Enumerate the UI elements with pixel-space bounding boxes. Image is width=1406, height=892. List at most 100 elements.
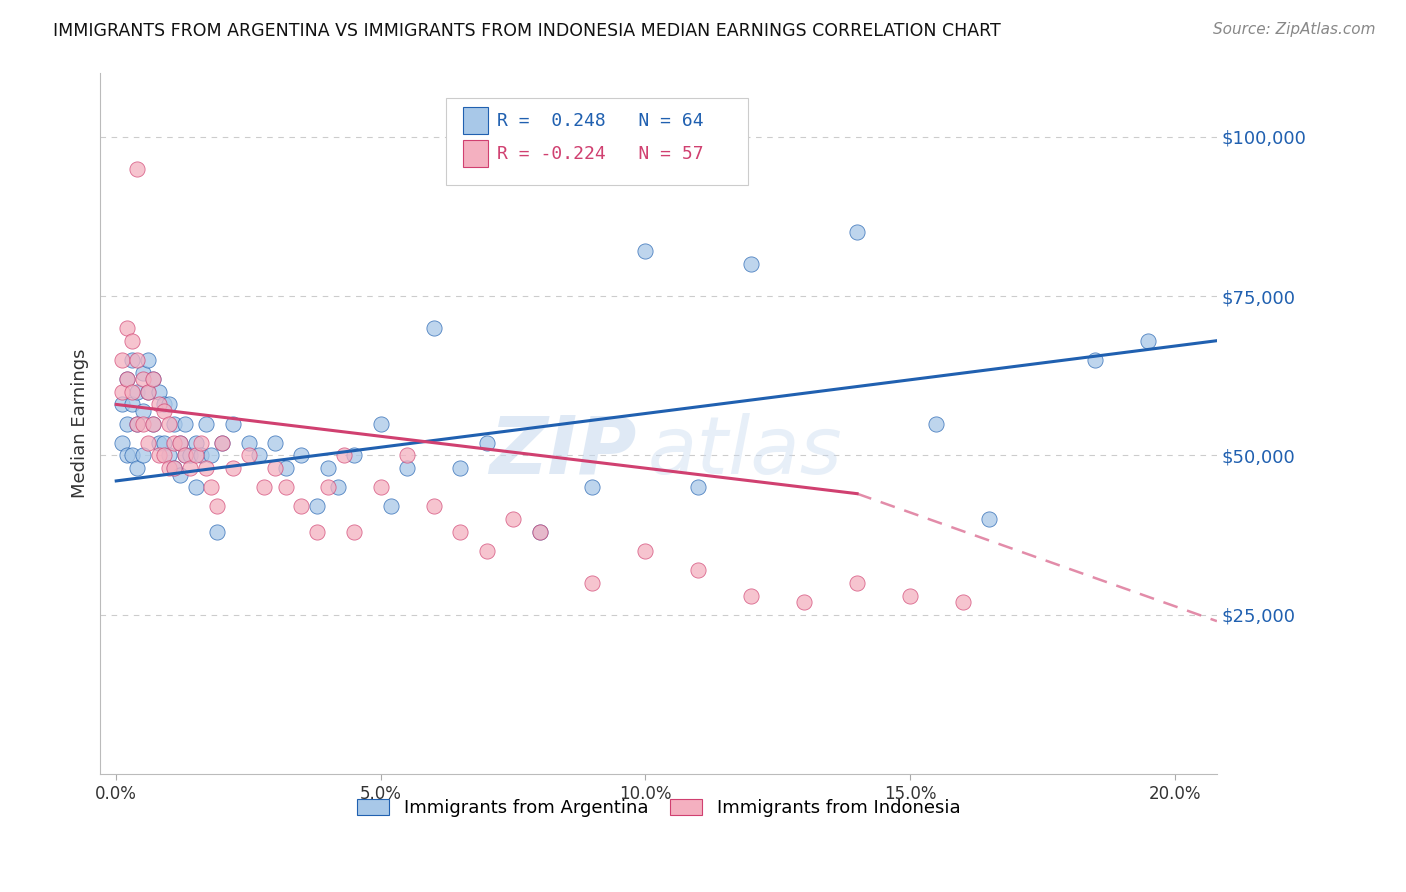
Point — [121, 352, 143, 367]
Bar — [463, 107, 488, 134]
Text: atlas: atlas — [647, 413, 842, 491]
Point — [121, 334, 143, 348]
Point — [163, 417, 186, 431]
Point — [925, 417, 948, 431]
Point — [148, 435, 170, 450]
Point — [238, 435, 260, 450]
Point — [174, 449, 197, 463]
Point — [274, 480, 297, 494]
Point — [449, 461, 471, 475]
Point — [157, 417, 180, 431]
Point — [253, 480, 276, 494]
Point — [688, 480, 710, 494]
Point — [163, 461, 186, 475]
Point — [396, 461, 419, 475]
Point — [184, 435, 207, 450]
Point — [157, 461, 180, 475]
Point — [370, 417, 392, 431]
Point — [136, 384, 159, 399]
Point — [343, 524, 366, 539]
Point — [502, 512, 524, 526]
Point — [110, 397, 132, 411]
Point — [121, 397, 143, 411]
Point — [142, 417, 165, 431]
Point — [290, 500, 312, 514]
Point — [195, 461, 218, 475]
Point — [952, 595, 974, 609]
Point — [396, 449, 419, 463]
Point — [127, 417, 149, 431]
Point — [205, 500, 228, 514]
Point — [110, 352, 132, 367]
Point — [634, 544, 657, 558]
Point — [153, 449, 176, 463]
Point — [190, 449, 212, 463]
Point — [475, 544, 498, 558]
Point — [131, 449, 153, 463]
Point — [634, 244, 657, 259]
Point — [131, 404, 153, 418]
Point — [1084, 352, 1107, 367]
Point — [307, 524, 329, 539]
Point — [142, 372, 165, 386]
Point — [179, 449, 201, 463]
Point — [110, 435, 132, 450]
Point — [328, 480, 350, 494]
Point — [290, 449, 312, 463]
Point — [174, 417, 197, 431]
Point — [127, 352, 149, 367]
Point — [190, 435, 212, 450]
Point — [136, 384, 159, 399]
Point — [153, 404, 176, 418]
Point — [205, 524, 228, 539]
Point — [316, 480, 339, 494]
Bar — [463, 140, 488, 167]
Point — [688, 563, 710, 577]
Point — [115, 372, 138, 386]
Point — [179, 461, 201, 475]
Point — [740, 257, 762, 271]
Point — [142, 417, 165, 431]
Text: Source: ZipAtlas.com: Source: ZipAtlas.com — [1212, 22, 1375, 37]
Point — [1137, 334, 1160, 348]
Point — [115, 449, 138, 463]
Point — [153, 397, 176, 411]
Point — [110, 384, 132, 399]
Point — [793, 595, 815, 609]
Text: IMMIGRANTS FROM ARGENTINA VS IMMIGRANTS FROM INDONESIA MEDIAN EARNINGS CORRELATI: IMMIGRANTS FROM ARGENTINA VS IMMIGRANTS … — [53, 22, 1001, 40]
Point — [163, 435, 186, 450]
Point — [529, 524, 551, 539]
Point — [380, 500, 402, 514]
Point — [200, 449, 222, 463]
Point — [264, 435, 287, 450]
Point — [115, 321, 138, 335]
Legend: Immigrants from Argentina, Immigrants from Indonesia: Immigrants from Argentina, Immigrants fr… — [350, 792, 967, 825]
Point — [307, 500, 329, 514]
Point — [238, 449, 260, 463]
Point — [127, 161, 149, 176]
Point — [898, 589, 921, 603]
Point — [121, 384, 143, 399]
Text: R = -0.224   N = 57: R = -0.224 N = 57 — [496, 145, 703, 162]
Point — [846, 575, 869, 590]
Point — [115, 372, 138, 386]
Point — [333, 449, 356, 463]
Point — [115, 417, 138, 431]
Point — [370, 480, 392, 494]
Point — [157, 397, 180, 411]
Point — [316, 461, 339, 475]
Point — [979, 512, 1001, 526]
Point — [169, 467, 191, 482]
Point — [131, 417, 153, 431]
Point — [581, 480, 603, 494]
Point — [475, 435, 498, 450]
Text: ZIP: ZIP — [489, 413, 637, 491]
Point — [846, 225, 869, 239]
Point — [200, 480, 222, 494]
Point — [184, 480, 207, 494]
Point — [131, 372, 153, 386]
FancyBboxPatch shape — [447, 97, 748, 186]
Y-axis label: Median Earnings: Median Earnings — [72, 349, 89, 499]
Point — [121, 449, 143, 463]
Point — [174, 449, 197, 463]
